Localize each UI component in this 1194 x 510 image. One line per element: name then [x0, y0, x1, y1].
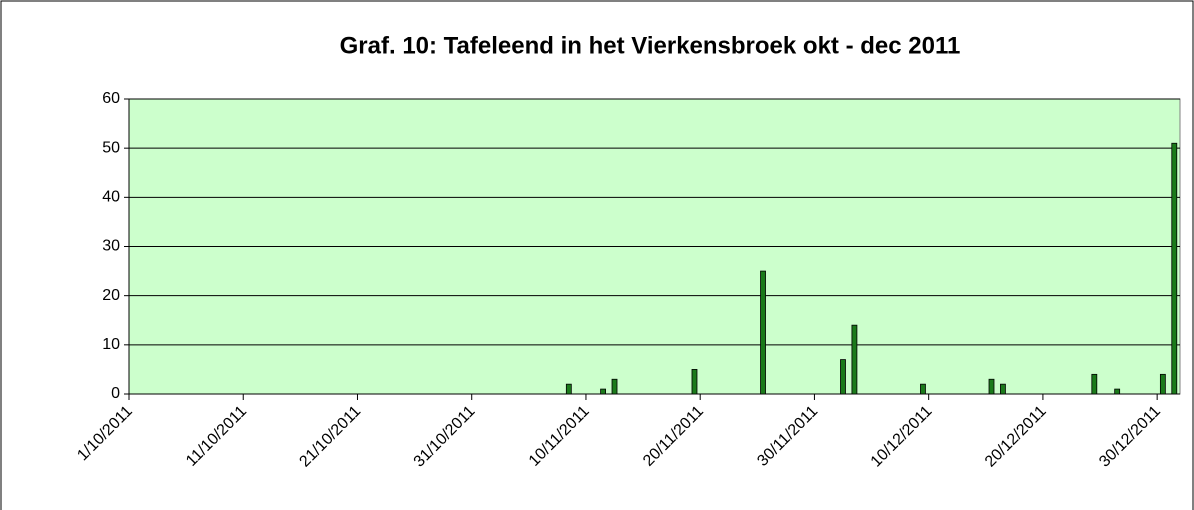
y-tick-label: 20 [102, 287, 120, 304]
bar [1114, 388, 1121, 395]
bar [760, 270, 766, 395]
bar [920, 383, 926, 395]
bar [691, 369, 698, 395]
y-tick-label: 60 [102, 90, 120, 107]
y-tick-label: 50 [102, 139, 120, 156]
bar [600, 388, 606, 395]
bar [1159, 373, 1166, 395]
y-tick-label: 10 [102, 336, 120, 353]
bar [1091, 373, 1098, 395]
bar [988, 378, 995, 395]
bar [1171, 142, 1178, 395]
y-tick-label: 0 [111, 385, 120, 402]
bar [851, 324, 858, 395]
bar [611, 378, 618, 395]
bar [1000, 383, 1006, 395]
bar [565, 383, 572, 395]
chart-title: Graf. 10: Tafeleend in het Vierkensbroek… [340, 32, 961, 59]
bar [840, 359, 846, 395]
y-tick-label: 30 [102, 238, 120, 255]
y-tick-label: 40 [102, 189, 120, 206]
